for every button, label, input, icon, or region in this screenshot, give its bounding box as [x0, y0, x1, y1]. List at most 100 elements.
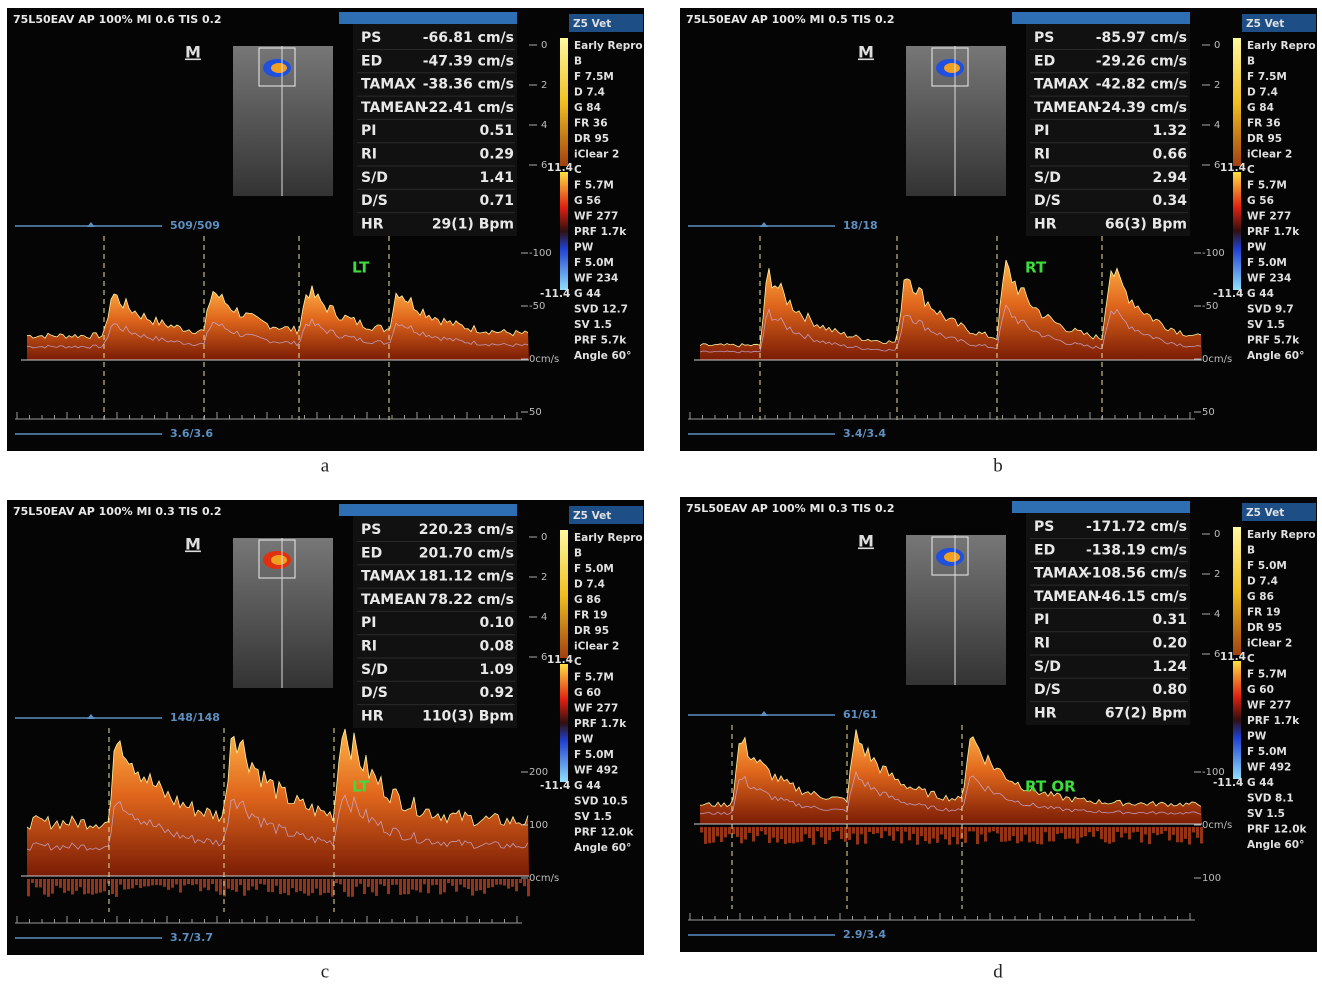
reverse-flow: [1044, 827, 1047, 832]
reverse-flow: [159, 879, 162, 885]
reverse-flow: [1016, 827, 1019, 843]
counter-bottom: 3.6/3.6: [170, 427, 213, 440]
reverse-flow: [724, 827, 727, 837]
reverse-flow: [435, 879, 438, 885]
setting: G 86: [1247, 591, 1274, 603]
reverse-flow: [1004, 827, 1007, 842]
reverse-flow: [896, 827, 899, 831]
reverse-flow: [271, 879, 274, 892]
setting: Angle 60°: [574, 350, 631, 362]
reverse-flow: [1100, 827, 1103, 839]
reverse-flow: [43, 879, 46, 895]
reverse-flow: [79, 879, 82, 887]
reverse-flow: [872, 827, 875, 834]
reverse-flow: [363, 879, 366, 894]
reverse-flow: [856, 827, 859, 844]
measurement-label: TAMAX: [361, 77, 416, 93]
measurement-value: 2.94: [1152, 170, 1187, 186]
setting: G 60: [1247, 684, 1274, 696]
setting: F 5.0M: [1247, 257, 1287, 269]
reverse-flow: [824, 827, 827, 844]
reverse-flow: [1052, 827, 1055, 841]
reverse-flow: [752, 827, 755, 842]
reverse-flow: [187, 879, 190, 884]
measurement-label: ED: [361, 53, 382, 69]
reverse-flow: [391, 879, 394, 885]
reverse-flow: [1188, 827, 1191, 844]
depth-label: 0: [541, 40, 547, 51]
reverse-flow: [495, 879, 498, 885]
setting: FR 19: [574, 610, 608, 622]
velocity-label: 0cm/s: [529, 354, 559, 365]
reverse-flow: [199, 879, 202, 891]
depth-label: 0: [541, 532, 547, 543]
setting: SVD 8.1: [1247, 793, 1294, 805]
velocity-label: 100: [1202, 873, 1221, 884]
reverse-flow: [736, 827, 739, 837]
reverse-flow: [503, 879, 506, 886]
setting: PRF 1.7k: [1247, 226, 1300, 238]
measurement-value: -171.72 cm/s: [1086, 519, 1187, 535]
reverse-flow: [1108, 827, 1111, 844]
setting: iClear 2: [574, 641, 619, 653]
reverse-flow: [1092, 827, 1095, 837]
measurement-value: 0.92: [479, 685, 514, 701]
reverse-flow: [255, 879, 258, 890]
reverse-flow: [339, 879, 342, 884]
setting: PRF 12.0k: [574, 827, 635, 839]
mode-label: M: [858, 532, 874, 551]
reverse-flow: [904, 827, 907, 832]
reverse-flow: [952, 827, 955, 837]
reverse-flow: [515, 879, 518, 891]
reverse-flow: [83, 879, 86, 894]
setting: G 86: [574, 594, 601, 606]
panel: 75L50EAV AP 100% MI 0.6 TIS 0.2MPS-66.81…: [7, 8, 644, 451]
reverse-flow: [1096, 827, 1099, 831]
figure: 75L50EAV AP 100% MI 0.6 TIS 0.2MPS-66.81…: [0, 0, 1322, 985]
reverse-flow: [816, 827, 819, 831]
measurement-value: -47.39 cm/s: [423, 53, 514, 69]
reverse-flow: [808, 827, 811, 838]
reverse-flow: [451, 879, 454, 886]
reverse-flow: [832, 827, 835, 832]
reverse-flow: [1116, 827, 1119, 832]
reverse-flow: [171, 879, 174, 888]
reverse-flow: [359, 879, 362, 884]
reverse-flow: [1176, 827, 1179, 842]
velocity-label: 100: [529, 820, 548, 831]
reverse-flow: [1104, 827, 1107, 842]
reverse-flow: [1032, 827, 1035, 841]
reverse-flow: [335, 879, 338, 883]
setting: PW: [1247, 242, 1267, 254]
setting: PRF 1.7k: [574, 718, 627, 730]
reverse-flow: [892, 827, 895, 841]
setting: DR 95: [574, 133, 609, 145]
header: 75L50EAV AP 100% MI 0.3 TIS 0.2: [686, 502, 894, 515]
reverse-flow: [1136, 827, 1139, 832]
reverse-flow: [235, 879, 238, 892]
reverse-flow: [1080, 827, 1083, 838]
probe-label: Z5 Vet: [1246, 507, 1284, 519]
reverse-flow: [776, 827, 779, 842]
reverse-flow: [367, 879, 370, 887]
reverse-flow: [395, 879, 398, 885]
setting: PRF 1.7k: [574, 226, 627, 238]
reverse-flow: [151, 879, 154, 885]
reverse-flow: [764, 827, 767, 835]
reverse-flow: [35, 879, 38, 887]
measurement-label: ED: [1034, 53, 1055, 69]
setting: DR 95: [1247, 133, 1282, 145]
measurement-value: 1.09: [479, 662, 514, 678]
velocity-label: 0cm/s: [1202, 354, 1232, 365]
reverse-flow: [375, 879, 378, 896]
reverse-flow: [31, 879, 34, 883]
setting: PW: [574, 734, 594, 746]
color-bar: [1233, 527, 1241, 655]
reverse-flow: [920, 827, 923, 836]
reverse-flow: [948, 827, 951, 845]
reverse-flow: [291, 879, 294, 888]
reverse-flow: [708, 827, 711, 843]
reverse-flow: [748, 827, 751, 833]
reverse-flow: [507, 879, 510, 889]
measurement-label: HR: [1034, 216, 1057, 232]
